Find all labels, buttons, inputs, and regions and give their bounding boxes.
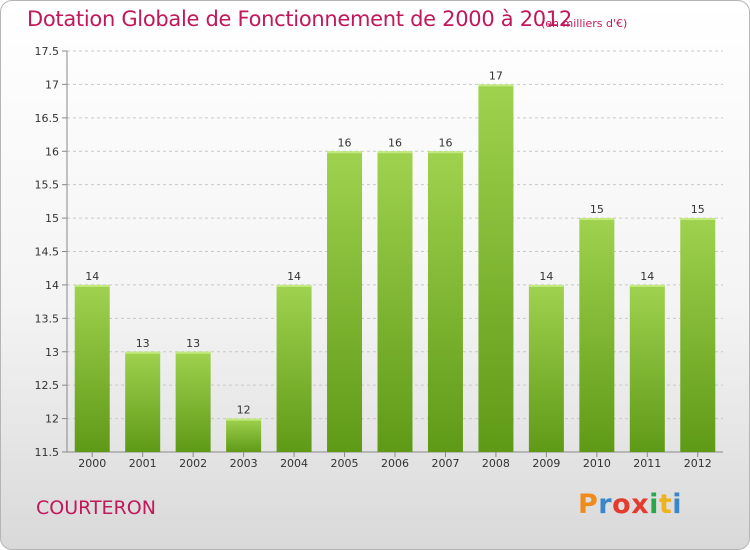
y-tick-label: 14	[45, 279, 59, 292]
y-tick-label: 17	[45, 78, 59, 91]
logo-letter: P	[578, 489, 599, 520]
x-tick-label: 2007	[431, 457, 459, 470]
chart-title: Dotation Globale de Fonctionnement de 20…	[27, 7, 572, 31]
x-tick-label: 2004	[280, 457, 308, 470]
bar-highlight	[327, 151, 363, 154]
bar	[680, 218, 716, 452]
logo-letter: r	[598, 489, 613, 520]
x-tick-label: 2009	[532, 457, 560, 470]
logo-letter: x	[631, 489, 650, 520]
x-tick-label: 2012	[684, 457, 712, 470]
bar-highlight	[377, 151, 413, 154]
bar-value-label: 14	[287, 270, 301, 283]
x-tick-label: 2006	[381, 457, 409, 470]
logo-letter: i	[649, 489, 659, 520]
bar-value-label: 16	[388, 136, 402, 149]
bar-value-label: 16	[438, 136, 452, 149]
bar-highlight	[680, 218, 716, 221]
y-tick-label: 13.5	[35, 312, 60, 325]
bar-highlight	[427, 151, 463, 154]
bar	[125, 351, 161, 452]
bar-value-label: 14	[85, 270, 99, 283]
logo-letter: t	[658, 489, 673, 520]
logo-letter: i	[672, 489, 683, 520]
y-tick-label: 14.5	[35, 246, 60, 259]
y-tick-label: 12.5	[35, 379, 60, 392]
bar	[226, 418, 262, 452]
bar-highlight	[175, 351, 211, 354]
bar	[629, 284, 665, 452]
bar-highlight	[478, 84, 514, 87]
bar-value-label: 17	[489, 69, 503, 82]
bar-highlight	[528, 284, 564, 287]
x-tick-label: 2005	[331, 457, 359, 470]
bar-highlight	[125, 351, 161, 354]
bar	[528, 284, 564, 452]
x-tick-label: 2003	[230, 457, 258, 470]
bar	[74, 284, 110, 452]
y-tick-label: 16	[45, 145, 59, 158]
proxiti-logo[interactable]: Proxiti	[578, 489, 682, 520]
logo-letter: o	[612, 489, 632, 520]
bar	[377, 151, 413, 452]
x-tick-label: 2000	[78, 457, 106, 470]
bar-value-label: 14	[640, 270, 654, 283]
bar-highlight	[579, 218, 615, 221]
y-tick-label: 12	[45, 413, 59, 426]
bar	[276, 284, 312, 452]
chart-subtitle: (en milliers d'€)	[541, 17, 628, 30]
bar-value-label: 16	[338, 136, 352, 149]
bar	[579, 218, 615, 452]
y-tick-label: 17.5	[35, 45, 60, 58]
bar	[175, 351, 211, 452]
y-tick-label: 16.5	[35, 112, 60, 125]
bar-value-label: 13	[186, 337, 200, 350]
x-tick-label: 2008	[482, 457, 510, 470]
x-tick-label: 2002	[179, 457, 207, 470]
bar	[427, 151, 463, 452]
bar-highlight	[629, 284, 665, 287]
bar-value-label: 13	[136, 337, 150, 350]
x-tick-label: 2011	[633, 457, 661, 470]
bar	[478, 84, 514, 453]
x-tick-label: 2010	[583, 457, 611, 470]
bar-value-label: 15	[691, 203, 705, 216]
bar-highlight	[226, 418, 262, 421]
commune-name: COURTERON	[36, 497, 156, 519]
y-tick-label: 15	[45, 212, 59, 225]
bar-highlight	[276, 284, 312, 287]
bar	[327, 151, 363, 452]
x-tick-label: 2001	[129, 457, 157, 470]
y-tick-label: 15.5	[35, 179, 60, 192]
bar-highlight	[74, 284, 110, 287]
bar-value-label: 14	[539, 270, 553, 283]
y-tick-label: 11.5	[35, 446, 60, 459]
y-tick-label: 13	[45, 346, 59, 359]
bar-value-label: 15	[590, 203, 604, 216]
bar-value-label: 12	[237, 404, 251, 417]
